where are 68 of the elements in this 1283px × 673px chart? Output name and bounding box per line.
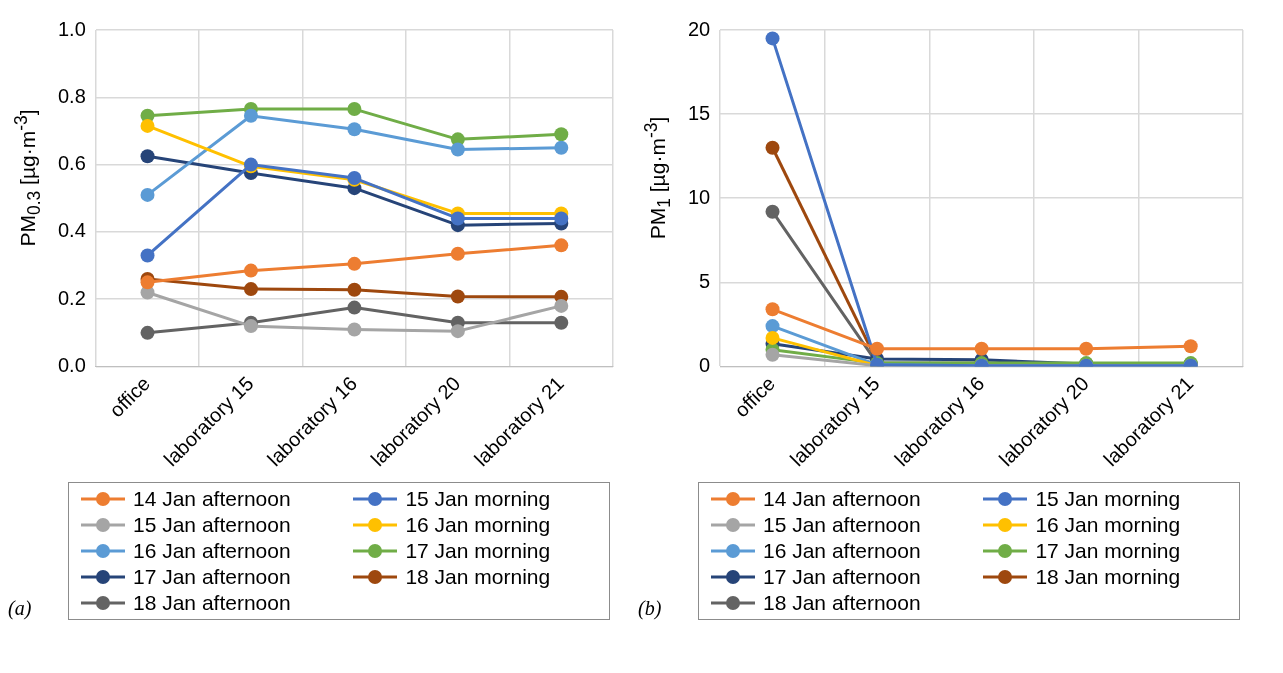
- point: [347, 122, 362, 137]
- point: [140, 275, 155, 290]
- point: [554, 298, 569, 313]
- legend-label: 16 Jan afternoon: [133, 539, 291, 563]
- point: [765, 140, 780, 155]
- point: [450, 211, 465, 226]
- legend-label: 14 Jan afternoon: [763, 487, 921, 511]
- point: [765, 319, 780, 334]
- legend-label: 17 Jan morning: [405, 539, 551, 563]
- point: [140, 118, 155, 133]
- point: [974, 341, 989, 356]
- legend-label: 15 Jan afternoon: [133, 513, 291, 537]
- point: [243, 108, 258, 123]
- point: [450, 142, 465, 157]
- point: [765, 31, 780, 46]
- y-tick-label: 0.2: [57, 286, 86, 309]
- y-tick-label: 5: [699, 269, 711, 292]
- legend-label: 17 Jan afternoon: [763, 565, 921, 589]
- point: [1183, 339, 1198, 354]
- y-tick-label: 0.8: [57, 84, 86, 107]
- y-tick-label: 10: [688, 185, 711, 208]
- legend-label: 18 Jan afternoon: [763, 591, 921, 615]
- point: [347, 102, 362, 117]
- point: [554, 211, 569, 226]
- y-tick-label: 0.6: [57, 152, 86, 175]
- point: [450, 246, 465, 261]
- point: [347, 300, 362, 315]
- legend-label: 17 Jan morning: [1035, 539, 1181, 563]
- legend-label: 18 Jan morning: [405, 565, 551, 589]
- point: [140, 187, 155, 202]
- legend-label: 18 Jan afternoon: [133, 591, 291, 615]
- point: [1079, 341, 1094, 356]
- point: [140, 325, 155, 340]
- text: (b): [638, 597, 662, 620]
- y-tick-label: 20: [688, 17, 711, 40]
- point: [765, 347, 780, 362]
- y-tick-label: 0.0: [57, 354, 86, 376]
- point: [450, 289, 465, 304]
- point: [243, 319, 258, 334]
- point: [140, 248, 155, 263]
- point: [870, 341, 885, 356]
- legend-label: 14 Jan afternoon: [133, 487, 291, 511]
- point: [347, 256, 362, 271]
- legend-label: 15 Jan afternoon: [763, 513, 921, 537]
- point: [554, 238, 569, 253]
- point: [765, 204, 780, 219]
- point: [554, 315, 569, 330]
- point: [765, 302, 780, 317]
- y-tick-label: 0.4: [57, 219, 86, 242]
- y-tick-label: 1.0: [57, 17, 86, 40]
- y-tick-label: 0: [699, 354, 711, 376]
- legend-label: 16 Jan morning: [1035, 513, 1181, 537]
- point: [243, 263, 258, 278]
- point: [450, 324, 465, 339]
- point: [554, 140, 569, 155]
- point: [347, 322, 362, 337]
- legend-label: 16 Jan afternoon: [763, 539, 921, 563]
- text: (a): [8, 597, 32, 620]
- point: [140, 149, 155, 164]
- point: [554, 127, 569, 142]
- legend-label: 17 Jan afternoon: [133, 565, 291, 589]
- point: [243, 282, 258, 297]
- legend-label: 16 Jan morning: [405, 513, 551, 537]
- legend-label: 18 Jan morning: [1035, 565, 1181, 589]
- point: [347, 282, 362, 297]
- legend-label: 15 Jan morning: [1035, 487, 1181, 511]
- legend-label: 15 Jan morning: [405, 487, 551, 511]
- y-tick-label: 15: [688, 101, 711, 124]
